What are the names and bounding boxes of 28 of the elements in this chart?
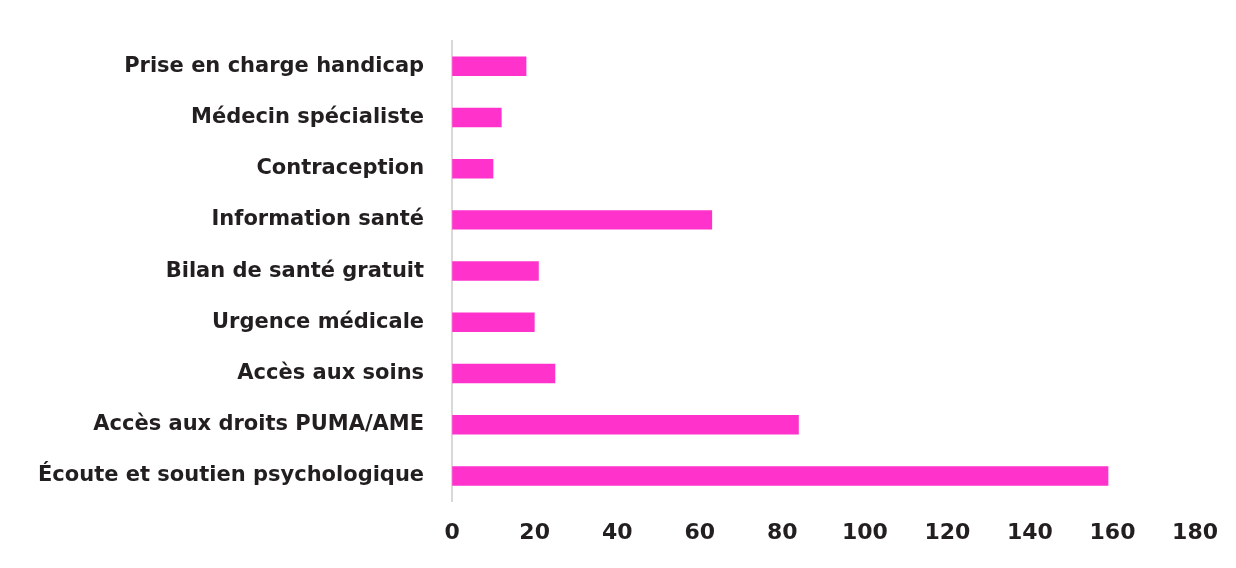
x-tick-label: 40 [601,518,633,544]
x-tick-label: 180 [1172,518,1219,544]
y-tick-label: Information santé [211,206,425,231]
y-tick-label: Contraception [256,155,425,180]
y-tick-label: Accès aux droits PUMA/AME [93,411,425,436]
x-tick-label: 0 [444,518,460,544]
bar [452,415,799,435]
y-tick-label: Accès aux soins [237,360,425,384]
bar [452,363,556,384]
bar [452,261,539,281]
x-tick-label: 100 [841,518,888,544]
x-tick-label: 160 [1089,518,1136,544]
y-tick-label: Écoute et soutien psychologique [37,461,425,487]
y-tick-label: Prise en charge handicap [124,52,425,77]
x-tick-label: 20 [519,518,550,544]
x-tick-label: 120 [924,518,971,544]
bar [452,56,527,76]
y-tick-label: Bilan de santé gratuit [165,257,425,282]
x-tick-label: 60 [684,518,716,544]
y-tick-label: Urgence médicale [212,308,425,333]
x-tick-label: 80 [766,518,798,544]
bar [452,158,494,179]
x-tick-label: 140 [1006,518,1053,544]
bar [452,107,502,128]
y-tick-label: Médecin spécialiste [191,103,425,128]
bar [452,210,713,230]
bar [452,466,1109,486]
bar [452,312,535,333]
